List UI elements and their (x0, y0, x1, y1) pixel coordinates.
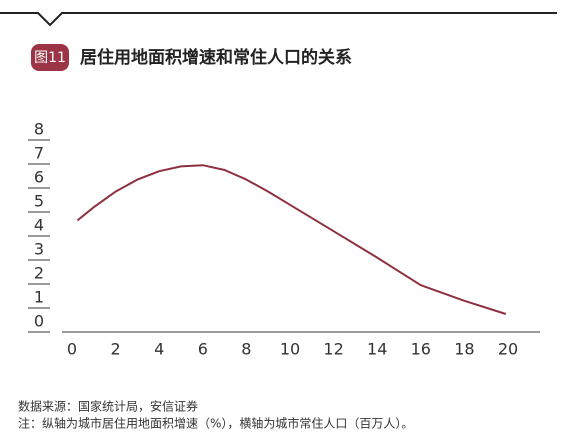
y-tick-label: 1 (34, 288, 44, 307)
chart-title: 居住用地面积增速和常住人口的关系 (80, 47, 352, 68)
y-tick-label: 5 (34, 192, 44, 211)
x-tick-label: 14 (367, 340, 387, 359)
header-rule (0, 12, 557, 27)
x-tick-label: 6 (198, 340, 208, 359)
x-tick-label: 20 (498, 340, 518, 359)
x-tick-label: 8 (241, 340, 251, 359)
note: 注：纵轴为城市居住用地面积增速（%），横轴为城市常住人口（百万人）。 (18, 416, 413, 431)
y-tick-label: 3 (34, 240, 44, 259)
y-tick-label: 8 (34, 120, 44, 139)
source: 数据来源：国家统计局，安信证券 (18, 399, 198, 414)
x-tick-label: 4 (154, 340, 164, 359)
x-tick-label: 0 (67, 340, 77, 359)
y-tick-label: 2 (34, 264, 44, 283)
x-tick-label: 18 (454, 340, 474, 359)
x-tick-label: 2 (111, 340, 121, 359)
x-tick-label: 12 (323, 340, 343, 359)
x-tick-label: 16 (411, 340, 431, 359)
figure-label: 图11 (34, 50, 66, 66)
y-tick-label: 6 (34, 168, 44, 187)
x-tick-label: 10 (280, 340, 300, 359)
data-line (76, 164, 507, 315)
y-tick-label: 4 (34, 216, 44, 235)
figure-badge (31, 44, 69, 71)
y-tick-label: 7 (34, 144, 44, 163)
y-tick-label: 0 (34, 312, 44, 331)
